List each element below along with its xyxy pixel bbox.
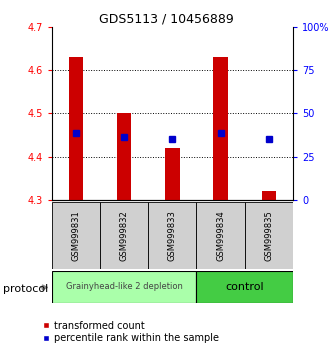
- Bar: [196, 271, 293, 303]
- Bar: [148, 202, 196, 269]
- Text: GSM999832: GSM999832: [120, 210, 129, 261]
- Text: protocol: protocol: [3, 284, 49, 293]
- Text: Grainyhead-like 2 depletion: Grainyhead-like 2 depletion: [66, 282, 182, 291]
- Text: GSM999833: GSM999833: [168, 210, 177, 261]
- Bar: [262, 191, 276, 200]
- Text: GSM999831: GSM999831: [71, 210, 80, 261]
- Legend: transformed count, percentile rank within the sample: transformed count, percentile rank withi…: [38, 317, 222, 347]
- Text: GSM999834: GSM999834: [216, 210, 225, 261]
- Bar: [196, 202, 245, 269]
- Text: GSM999835: GSM999835: [264, 210, 273, 261]
- Bar: [52, 271, 196, 303]
- Bar: [69, 57, 83, 200]
- Bar: [52, 202, 100, 269]
- Text: GDS5113 / 10456889: GDS5113 / 10456889: [99, 12, 234, 25]
- Bar: [213, 57, 228, 200]
- Text: control: control: [225, 282, 264, 292]
- Bar: [165, 148, 179, 200]
- Bar: [117, 113, 131, 200]
- Bar: [245, 202, 293, 269]
- Bar: [100, 202, 148, 269]
